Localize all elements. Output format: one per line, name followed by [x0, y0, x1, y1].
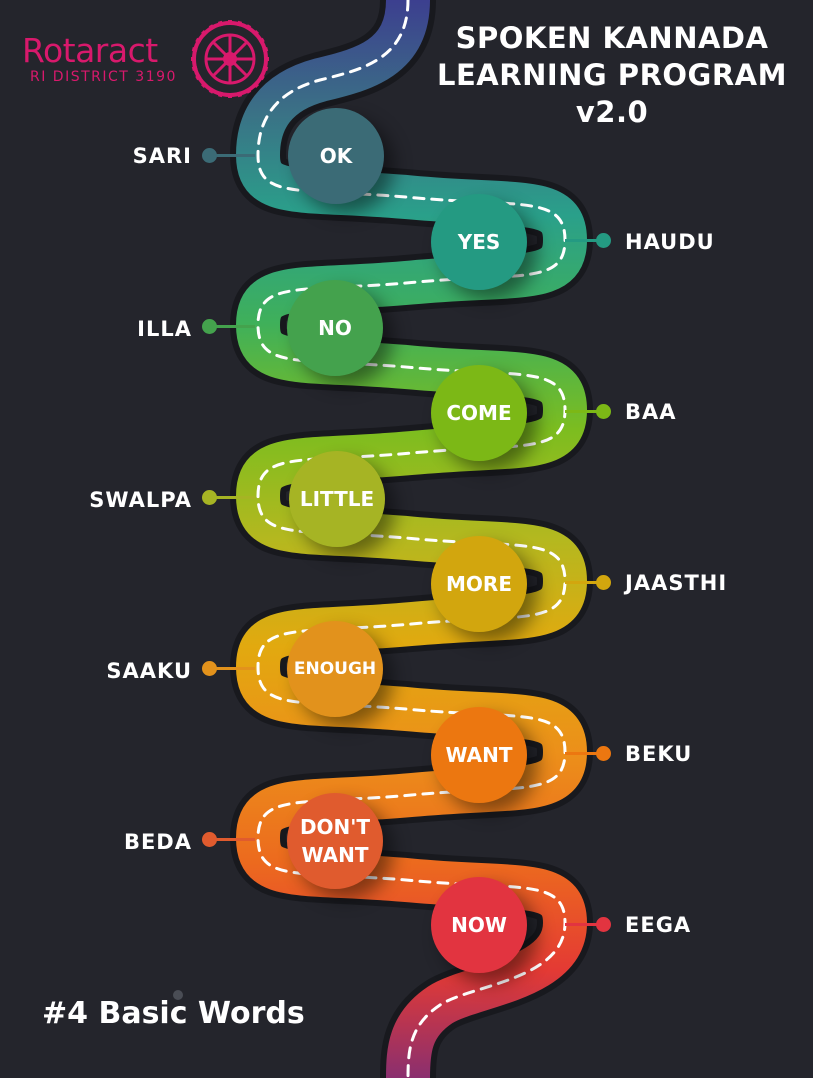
bubble-label: OK [319, 144, 353, 168]
connector-dot [202, 661, 217, 676]
connector-line [215, 667, 255, 670]
kannada-label-haudu: HAUDU [625, 230, 715, 254]
bubble-label: NOW [451, 913, 507, 937]
kannada-label-jaasthi: JAASTHI [625, 571, 728, 595]
word-bubble-ok: OK [288, 108, 384, 204]
rotary-wheel-icon [191, 20, 269, 98]
kannada-label-swalpa: SWALPA [89, 488, 192, 512]
connector-line [565, 410, 605, 413]
word-bubble-come: COME [431, 365, 527, 461]
kannada-label-eega: EEGA [625, 913, 692, 937]
connector-line [565, 923, 605, 926]
connector-dot [202, 832, 217, 847]
connector-line [215, 838, 255, 841]
connector-line [215, 325, 255, 328]
word-bubble-now: NOW [431, 877, 527, 973]
decorative-dot [173, 990, 183, 1000]
word-bubble-more: MORE [431, 536, 527, 632]
bubble-label: NO [318, 316, 352, 340]
connector-dot [202, 319, 217, 334]
kannada-label-saaku: SAAKU [106, 659, 192, 683]
rotaract-logo: Rotaract RI DISTRICT 3190 [22, 20, 272, 98]
footer-caption: #4 Basic Words [42, 996, 305, 1031]
kannada-label-sari: SARI [132, 144, 192, 168]
bubble-label: MORE [446, 572, 512, 596]
connector-line [565, 239, 605, 242]
title-line-2: LEARNING PROGRAM [437, 58, 787, 92]
connector-dot [596, 404, 611, 419]
bubble-label-line-1: DON'T [299, 815, 371, 839]
kannada-label-beda: BEDA [123, 830, 192, 854]
connector-line [215, 496, 255, 499]
kannada-label-beku: BEKU [625, 742, 693, 766]
bubble-label: YES [457, 230, 501, 254]
kannada-label-illa: ILLA [137, 317, 192, 341]
title-line-3: v2.0 [575, 95, 649, 129]
connector-dot [596, 233, 611, 248]
bubble-label: ENOUGH [293, 659, 377, 679]
connector-line [215, 154, 255, 157]
page-title: SPOKEN KANNADA LEARNING PROGRAM v2.0 [408, 20, 813, 131]
word-bubble-little: LITTLE [289, 451, 385, 547]
connector-dot [202, 490, 217, 505]
connector-dot [596, 746, 611, 761]
word-bubble-no: NO [287, 280, 383, 376]
bubble-label: WANT [445, 743, 513, 767]
bubble-label: COME [446, 401, 512, 425]
connector-dot [596, 575, 611, 590]
bubble-label-line-2: WANT [301, 843, 369, 867]
word-bubble-yes: YES [431, 194, 527, 290]
word-bubble-want: WANT [431, 707, 527, 803]
word-bubble-dont-want: DON'T WANT [287, 793, 383, 889]
logo-wordmark: Rotaract [22, 31, 158, 70]
logo-district: RI DISTRICT 3190 [30, 69, 177, 85]
connector-line [565, 752, 605, 755]
word-bubble-enough: ENOUGH [287, 621, 383, 717]
bubble-label: LITTLE [299, 487, 375, 511]
connector-dot [202, 148, 217, 163]
title-line-1: SPOKEN KANNADA [455, 21, 769, 55]
kannada-label-baa: BAA [625, 400, 677, 424]
connector-dot [596, 917, 611, 932]
connector-line [565, 581, 605, 584]
